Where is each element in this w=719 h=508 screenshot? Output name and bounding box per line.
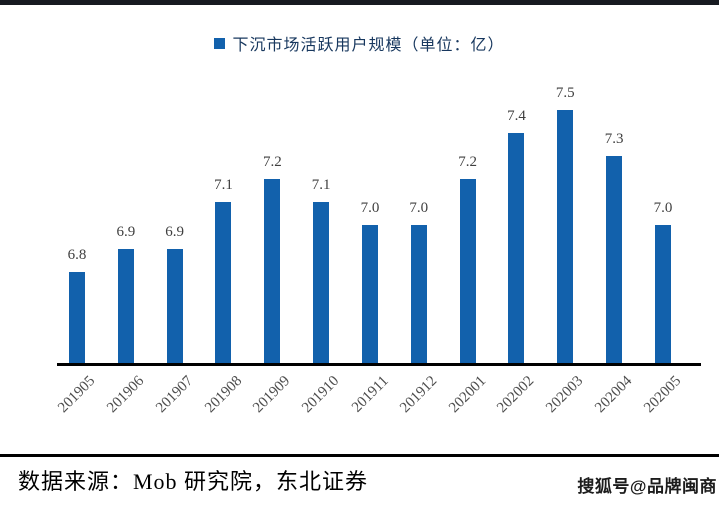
x-tick-label: 201912 (396, 373, 441, 417)
bar-201906 (117, 248, 134, 364)
x-tick-label: 201907 (152, 373, 196, 417)
bar-value-label: 7.0 (360, 200, 380, 217)
bottom-border-line (0, 454, 719, 457)
x-tick-label: 202004 (592, 373, 636, 417)
x-tick-label: 202002 (494, 373, 538, 417)
x-tick-label: 201906 (104, 373, 148, 417)
bar-201908 (215, 202, 232, 364)
x-tick-label: 202005 (641, 373, 685, 417)
x-tick-label: 201905 (55, 373, 99, 417)
x-tick-label: 201911 (348, 373, 392, 416)
bar-value-label: 6.9 (116, 223, 136, 240)
legend-swatch-icon (214, 37, 226, 49)
bar-202001 (459, 179, 476, 364)
bar-201910 (313, 202, 330, 364)
bar-value-label: 6.9 (165, 223, 185, 240)
data-source-text: 数据来源：Mob 研究院，东北证券 (18, 469, 369, 494)
legend-label: 下沉市场活跃用户规模（单位：亿） (232, 37, 505, 54)
x-tick-label: 201910 (299, 373, 343, 417)
bar-value-label: 7.0 (653, 200, 673, 217)
bar-value-label: 7.4 (507, 108, 526, 124)
bar-value-label: 7.1 (214, 177, 233, 194)
top-border-line (0, 0, 719, 5)
bar-value-label: 7.2 (262, 154, 282, 171)
bar-201905 (69, 271, 85, 364)
bar-201909 (264, 179, 281, 364)
bar-value-label: 7.2 (458, 154, 477, 171)
bar-201911 (361, 225, 378, 364)
bar-202002 (508, 133, 525, 364)
bar-value-label: 7.1 (311, 177, 331, 194)
bar-201912 (410, 225, 427, 364)
bar-201907 (166, 248, 183, 364)
x-axis-line (57, 363, 701, 366)
bar-202005 (654, 225, 671, 364)
bar-value-label: 7.0 (409, 200, 429, 217)
bar-value-label: 6.8 (67, 246, 87, 263)
x-tick-label: 201909 (250, 373, 294, 417)
x-tick-label: 202001 (445, 373, 489, 417)
watermark-text: 搜狐号@品牌闽商 (577, 477, 717, 496)
bar-202003 (557, 109, 574, 364)
bar-202004 (606, 156, 623, 364)
chart-legend: 下沉市场活跃用户规模（单位：亿） (0, 31, 719, 55)
bar-value-label: 7.5 (555, 84, 575, 101)
bar-value-label: 7.3 (604, 131, 624, 148)
x-tick-label: 202003 (543, 373, 587, 417)
x-tick-label: 201908 (201, 373, 245, 417)
